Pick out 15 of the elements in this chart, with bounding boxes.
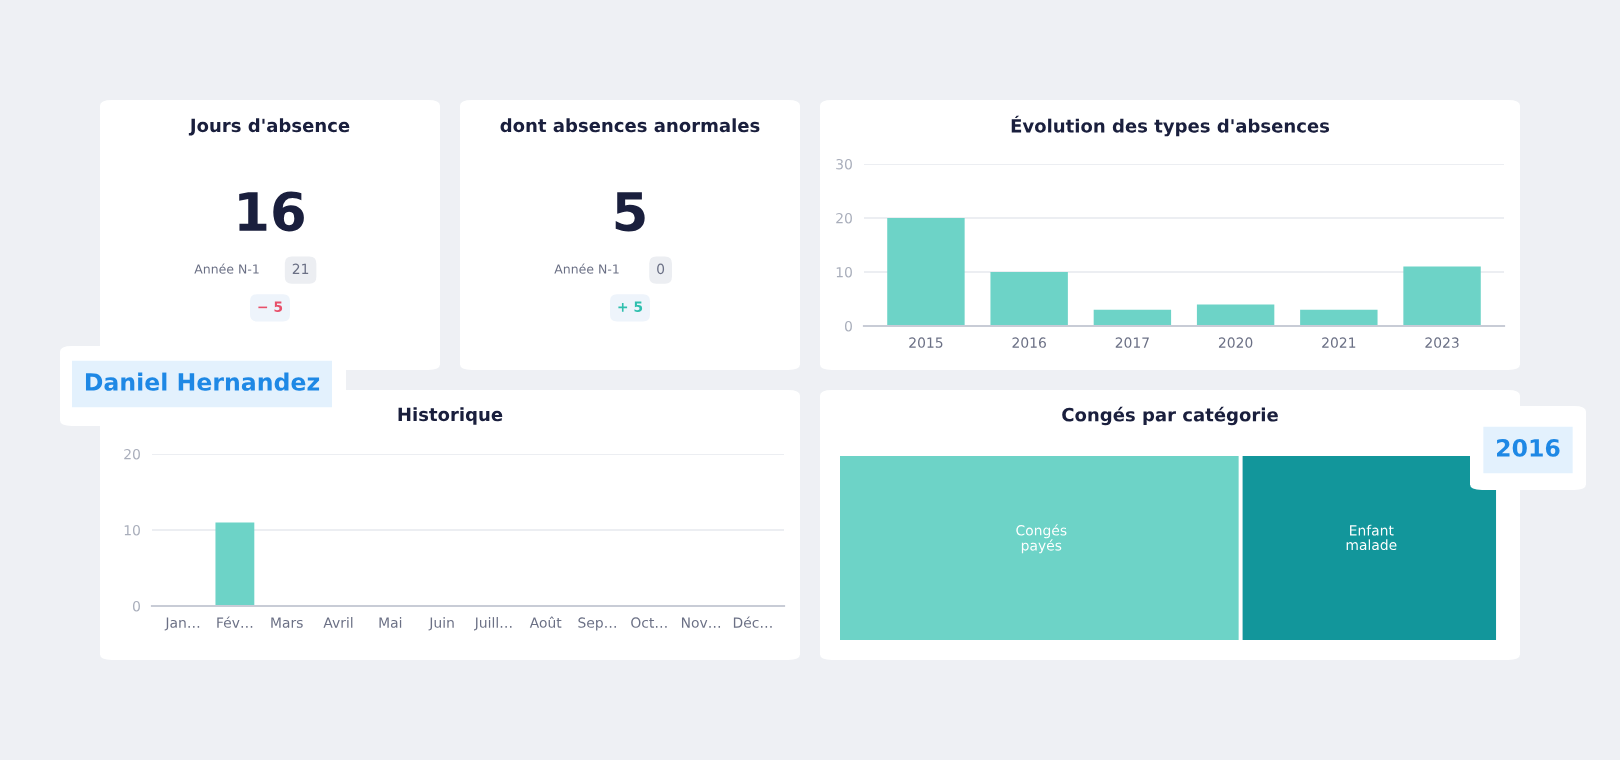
text: 5 bbox=[615, 192, 645, 232]
text: Daniel Hernandez bbox=[85, 372, 320, 391]
bar bbox=[1093, 309, 1172, 326]
text: 16 bbox=[239, 191, 304, 232]
text: Congés par catégorie bbox=[1062, 406, 1278, 426]
text: dont absences anormales bbox=[500, 118, 760, 133]
chart-title: Historique bbox=[398, 407, 503, 425]
text: 2016 bbox=[1497, 438, 1560, 457]
chart-title: Évolution des types d'absences bbox=[1011, 115, 1330, 137]
text: Jours d'absence bbox=[188, 118, 350, 136]
bar bbox=[1300, 309, 1378, 326]
bar bbox=[887, 218, 965, 326]
bar bbox=[1403, 266, 1481, 326]
bar bbox=[990, 272, 1068, 326]
bar bbox=[1196, 304, 1275, 326]
